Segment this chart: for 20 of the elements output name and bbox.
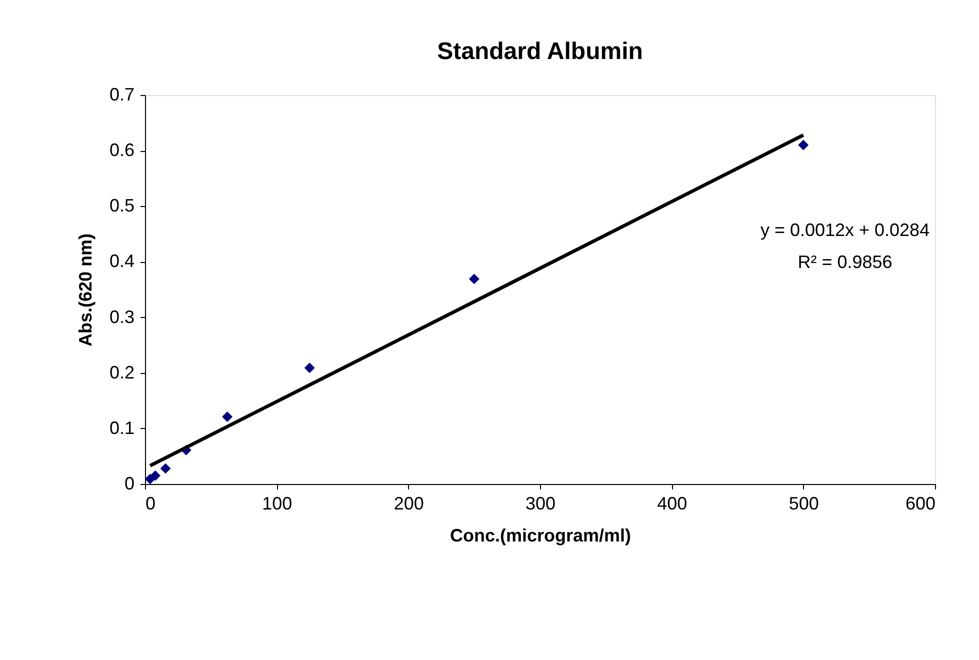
annotation: y = 0.0012x + 0.0284 [760, 220, 930, 240]
x-tick-label: 300 [525, 494, 556, 514]
chart-title: Standard Albumin [437, 38, 643, 65]
x-axis-title: Conc.(microgram/ml) [450, 526, 632, 546]
x-tick-label: 500 [788, 494, 819, 514]
y-tick-label: 0.7 [109, 84, 134, 104]
x-tick-label: 400 [657, 494, 688, 514]
y-tick-label: 0.3 [109, 306, 134, 327]
y-tick-label: 0.6 [109, 140, 134, 160]
y-tick-label: 0 [124, 474, 134, 494]
y-tick-label: 0.5 [109, 196, 134, 216]
x-tick-label: 200 [394, 494, 424, 514]
x-tick-label: 0 [146, 494, 156, 514]
x-tick-label: 600 [905, 494, 936, 514]
y-axis-title: Abs.(620 nm) [75, 233, 96, 347]
annotation: R² = 0.9856 [798, 252, 892, 272]
y-tick-label: 0.2 [109, 362, 134, 382]
x-tick-label: 100 [262, 494, 292, 514]
y-tick-label: 0.1 [109, 418, 134, 438]
y-tick-label: 0.4 [109, 251, 134, 272]
